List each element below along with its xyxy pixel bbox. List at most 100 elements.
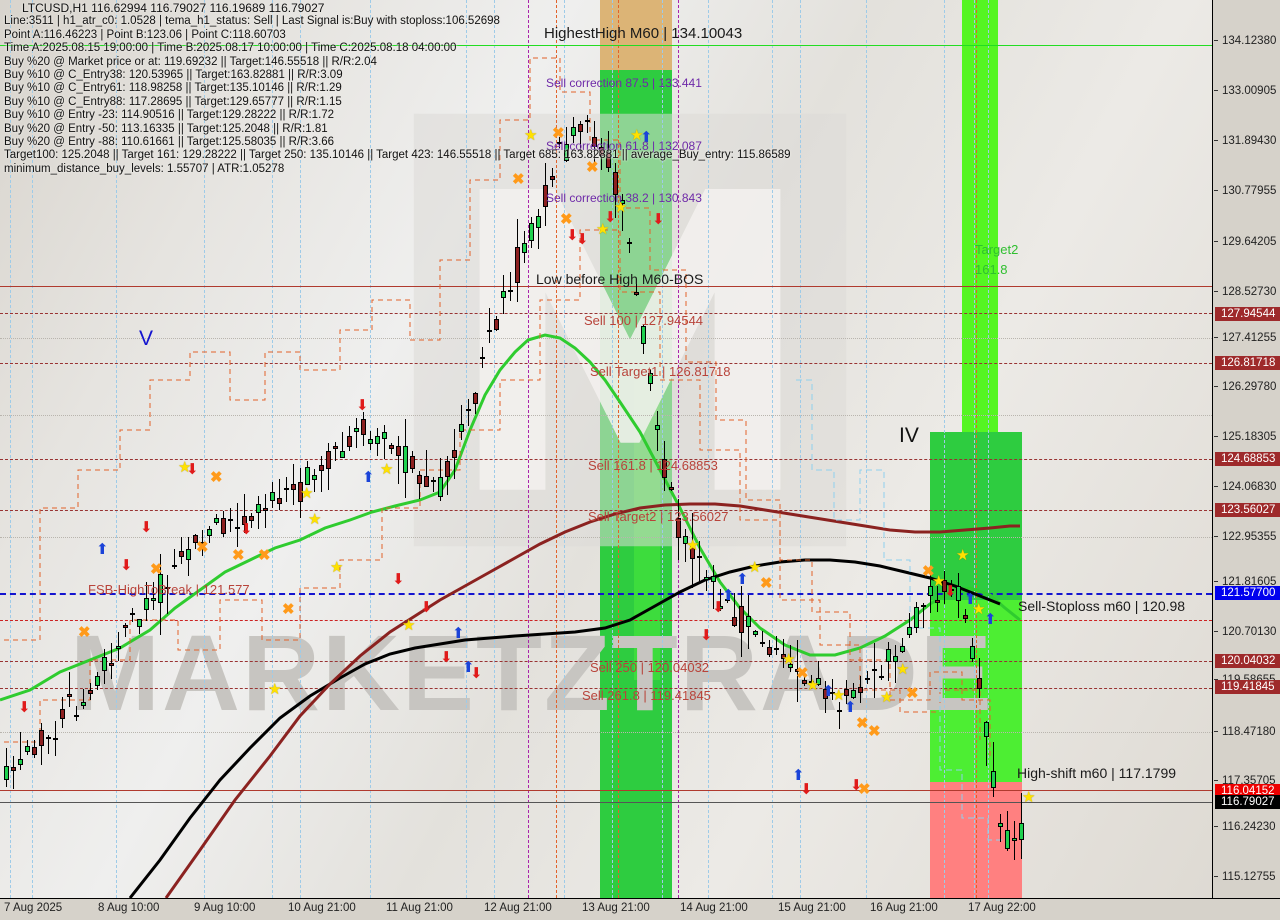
candle-body (928, 585, 933, 597)
star-marker: ★ (832, 687, 846, 704)
candle-wick (587, 114, 588, 134)
down-arrow-marker: ⬇ (700, 627, 713, 644)
candle-body (312, 475, 317, 480)
x-marker: ✖ (560, 211, 573, 228)
candle-body (39, 729, 44, 747)
annotation-sell-250: Sell 250 | 120.04032 (590, 660, 710, 675)
candle-body (865, 677, 870, 680)
candle-wick (804, 667, 805, 687)
candle-wick (153, 581, 154, 611)
candle-body (977, 678, 982, 690)
candle-body (277, 498, 282, 504)
down-arrow-marker: ⬇ (566, 227, 579, 244)
down-arrow-marker: ⬇ (186, 461, 199, 478)
candle-wick (13, 756, 14, 789)
candle-body (599, 147, 604, 157)
candle-body (900, 646, 905, 652)
time-axis[interactable]: 7 Aug 2025 8 Aug 10:00 9 Aug 10:00 10 Aug 2… (0, 898, 1280, 920)
candle-body (809, 680, 814, 683)
annotation-sell-correction-382: Sell correction 38.2 | 130.843 (546, 191, 702, 205)
candle-wick (937, 586, 938, 613)
candle-body (557, 142, 562, 145)
candle-body (522, 243, 527, 254)
candle-wick (727, 593, 728, 604)
star-marker: ★ (308, 511, 322, 528)
candle-wick (895, 645, 896, 684)
candle-body (872, 668, 877, 671)
x-marker: ✖ (196, 539, 209, 556)
price-level-badge: 123.56027 (1215, 503, 1280, 517)
price-tick: 115.12755 (1213, 870, 1280, 884)
annotation-sell-correction-618: Sell correction 61.8 | 132.087 (546, 139, 702, 153)
candle-body (410, 456, 415, 469)
info-line-2: Time A:2025.08.15 19:00:00 | Time B:2025… (4, 42, 457, 55)
candle-wick (811, 675, 812, 685)
candle-wick (818, 660, 819, 687)
candle-wick (461, 405, 462, 441)
x-marker: ✖ (150, 561, 163, 578)
candle-wick (314, 468, 315, 493)
down-arrow-marker: ⬇ (604, 209, 617, 226)
x-marker: ✖ (210, 469, 223, 486)
candle-body (760, 641, 765, 644)
x-marker: ✖ (858, 781, 871, 798)
x-marker: ✖ (258, 547, 271, 564)
candle-body (270, 492, 275, 502)
candle-body (767, 647, 772, 656)
candle-wick (419, 470, 420, 499)
x-marker: ✖ (552, 125, 565, 142)
candle-wick (629, 238, 630, 253)
down-arrow-marker: ⬇ (356, 397, 369, 414)
candle-wick (636, 280, 637, 297)
annotation-sell-stoploss-m60: Sell-Stoploss m60 | 120.98 (1018, 598, 1186, 614)
candle-body (942, 580, 947, 592)
candle-body (4, 765, 9, 780)
candle-body (956, 586, 961, 601)
price-axis[interactable]: 134.12380 133.00905 131.89430 130.77955 129.… (1212, 0, 1280, 898)
candle-body (529, 223, 534, 242)
candle-body (95, 675, 100, 686)
price-tick: 133.00905 (1213, 84, 1280, 98)
candle-wick (384, 424, 385, 460)
annotation-sell-target2: Sell Target2 | 123.56027 (588, 509, 729, 524)
candle-wick (244, 493, 245, 534)
price-level-badge: 116.79027 (1215, 795, 1280, 809)
candle-body (333, 446, 338, 450)
chart-plot-area[interactable]: MARKETZTRADE (0, 0, 1212, 898)
candle-wick (839, 701, 840, 729)
candle-body (340, 450, 345, 459)
candle-body (893, 655, 898, 662)
up-arrow-marker: ⬆ (362, 469, 375, 486)
candle-body (907, 627, 912, 636)
candle-body (375, 435, 380, 444)
up-arrow-marker: ⬆ (822, 683, 835, 700)
candle-body (179, 550, 184, 558)
down-arrow-marker: ⬇ (850, 777, 863, 794)
candle-body (46, 737, 51, 740)
candle-body (844, 688, 849, 697)
info-line-11: minimum_distance_buy_levels: 1.55707 | A… (4, 162, 285, 175)
time-tick: 10 Aug 21:00 (288, 902, 356, 914)
star-marker: ★ (1022, 789, 1036, 806)
candle-wick (433, 477, 434, 492)
candle-body (347, 436, 352, 447)
candle-body (242, 516, 247, 526)
candle-body (88, 689, 93, 695)
x-marker: ✖ (760, 575, 773, 592)
candle-wick (237, 503, 238, 548)
candle-body (676, 517, 681, 539)
candle-wick (657, 411, 658, 451)
price-level-badge: 119.41845 (1215, 680, 1280, 694)
candle-wick (909, 613, 910, 639)
candle-body (207, 528, 212, 536)
candle-body (949, 589, 954, 592)
candle-wick (734, 593, 735, 627)
star-marker: ★ (896, 661, 910, 678)
candle-body (186, 549, 191, 561)
price-tick: 121.81605 (1213, 575, 1280, 589)
level-sell-stoploss (0, 620, 1212, 621)
down-arrow-marker: ⬇ (800, 781, 813, 798)
candle-body (543, 184, 548, 208)
candle-body (354, 428, 359, 432)
